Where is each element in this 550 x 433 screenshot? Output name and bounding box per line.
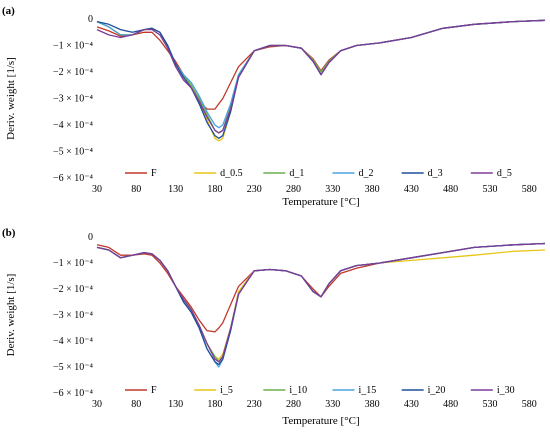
legend-label: F: [151, 168, 157, 179]
x-axis-title: Temperature [°C]: [282, 196, 359, 208]
chart-b: 0 −1 × 10⁻⁴ −2 × 10⁻⁴ −3 × 10⁻⁴ −4 × 10⁻⁴ −5 …: [5, 232, 546, 427]
x-tick-label: 380: [365, 184, 380, 195]
x-tick-label: 530: [482, 399, 497, 410]
y-tick-label: −2 × 10⁻⁴: [53, 284, 94, 295]
legend-label: d_5: [497, 168, 512, 179]
legend-label: d_0.5: [220, 168, 243, 179]
legend-label: d_2: [359, 168, 374, 179]
y-tick-label: −3 × 10⁻⁴: [53, 310, 94, 321]
x-tick-label: 280: [286, 399, 301, 410]
series-line-d_5: [96, 19, 546, 134]
legend-label: F: [151, 385, 157, 396]
x-tick-label: 480: [443, 184, 458, 195]
x-tick-label: 280: [286, 184, 301, 195]
y-tick-label: −4 × 10⁻⁴: [53, 120, 94, 131]
x-tick-label: 230: [247, 184, 262, 195]
series-line-d_3: [96, 19, 546, 139]
y-tick-label: −2 × 10⁻⁴: [53, 67, 94, 78]
legend-label: i_5: [220, 385, 233, 396]
y-axis-title: Deriv. weight [1/s]: [5, 274, 17, 357]
series-line-i_10: [96, 242, 546, 363]
x-tick-label: 330: [325, 399, 340, 410]
chart-a: 0 −1 × 10⁻⁴ −2 × 10⁻⁴ −3 × 10⁻⁴ −4 × 10⁻⁴ −5 …: [5, 14, 546, 208]
x-tick-label: 580: [522, 184, 537, 195]
x-tick-label: 130: [168, 399, 183, 410]
y-tick-label: −3 × 10⁻⁴: [53, 94, 94, 105]
x-tick-label: 80: [131, 184, 141, 195]
x-tick-label: 430: [404, 184, 419, 195]
x-tick-label: 230: [247, 399, 262, 410]
legend-label: d_1: [289, 168, 304, 179]
series-line-F: [96, 242, 546, 333]
y-tick-label: −5 × 10⁻⁴: [53, 362, 94, 373]
legend-label: d_3: [428, 168, 443, 179]
x-tick-label: 530: [482, 184, 497, 195]
y-tick-label: −5 × 10⁻⁴: [53, 147, 94, 158]
y-tick-label: −4 × 10⁻⁴: [53, 336, 94, 347]
x-tick-label: 430: [404, 399, 419, 410]
series-line-i_15: [96, 242, 546, 368]
y-tick-label: −1 × 10⁻⁴: [53, 258, 94, 269]
x-tick-label: 480: [443, 399, 458, 410]
y-tick-label: −6 × 10⁻⁴: [53, 388, 94, 399]
panel-label-b: (b): [2, 227, 16, 239]
legend-label: i_20: [428, 385, 446, 396]
x-tick-label: 180: [207, 184, 222, 195]
legend-label: i_30: [497, 385, 515, 396]
x-tick-label: 380: [365, 399, 380, 410]
legend-label: i_15: [359, 385, 377, 396]
series-line-i_5: [96, 246, 546, 360]
x-tick-label: 330: [325, 184, 340, 195]
x-tick-label: 30: [92, 184, 102, 195]
series-line-i_20: [96, 242, 546, 366]
legend-label: i_10: [289, 385, 307, 396]
x-tick-label: 130: [168, 184, 183, 195]
x-tick-label: 180: [207, 399, 222, 410]
x-tick-label: 30: [92, 399, 102, 410]
x-axis-title: Temperature [°C]: [282, 415, 359, 427]
y-axis-title: Deriv. weight [1/s]: [5, 57, 17, 140]
x-tick-label: 80: [131, 399, 141, 410]
y-tick-label: −6 × 10⁻⁴: [53, 173, 94, 184]
y-tick-label: 0: [88, 232, 93, 243]
y-tick-label: 0: [88, 14, 93, 25]
panel-label-a: (a): [2, 5, 15, 17]
series-line-i_30: [96, 242, 546, 363]
x-tick-label: 580: [522, 399, 537, 410]
series-line-d_1: [96, 19, 546, 134]
series-line-F: [96, 19, 546, 110]
y-tick-label: −1 × 10⁻⁴: [53, 41, 94, 52]
